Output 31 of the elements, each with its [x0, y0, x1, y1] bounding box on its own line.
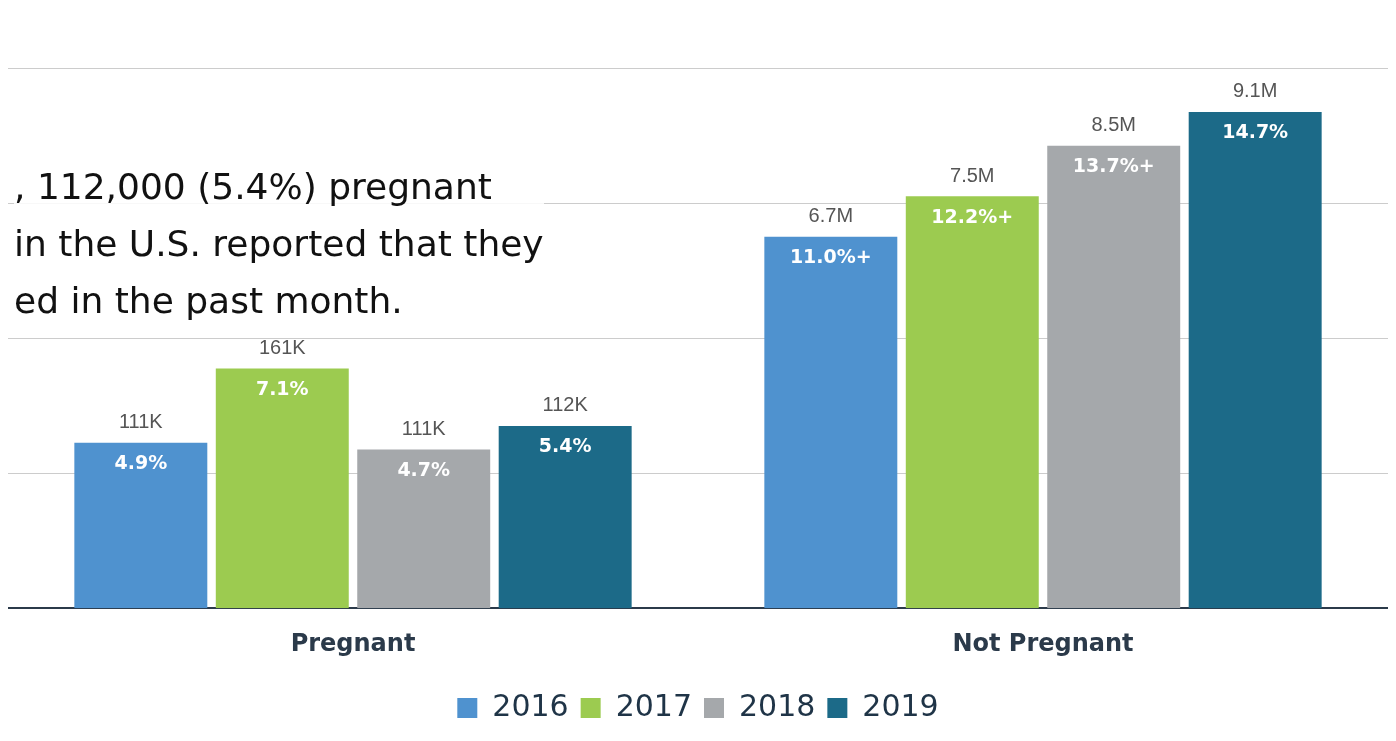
x-tick-label: Not Pregnant [952, 628, 1134, 657]
annotation: 112K [542, 393, 589, 416]
bar [1047, 145, 1181, 609]
legend-label: 2019 [862, 687, 939, 723]
annotation: 111K [401, 417, 447, 440]
annotation: 111K [118, 410, 164, 433]
bar [764, 236, 898, 609]
data-label: 13.7%+ [1072, 154, 1155, 177]
data-label: 12.2%+ [931, 204, 1014, 227]
bar [357, 449, 491, 609]
annotation: 6.7M [808, 204, 854, 227]
bar [215, 368, 349, 609]
bar [74, 442, 208, 609]
data-label: 4.7% [397, 457, 451, 480]
bar [498, 425, 632, 609]
data-label: 5.4% [538, 434, 592, 457]
legend-label: 2017 [615, 687, 693, 723]
legend-label: 2018 [739, 687, 816, 723]
data-label: 14.7% [1222, 120, 1289, 143]
text: 9.1M [1232, 79, 1278, 102]
text: , 112,000 (5.4%) pregnant in the U.S. reported that they ed in the past month. [14, 158, 544, 329]
bar [905, 196, 1039, 609]
data-label: 11.0%+ [789, 245, 872, 268]
annotation: 7.5M [950, 163, 995, 186]
bar [1188, 111, 1322, 609]
legend-label: 2016 [492, 687, 569, 723]
annotation: 8.5M [1091, 113, 1136, 136]
annotation: 161K [258, 336, 307, 358]
data-label: 7.1% [255, 376, 309, 399]
x-tick-label: Pregnant [290, 628, 416, 657]
data-label: 4.9% [114, 451, 168, 474]
